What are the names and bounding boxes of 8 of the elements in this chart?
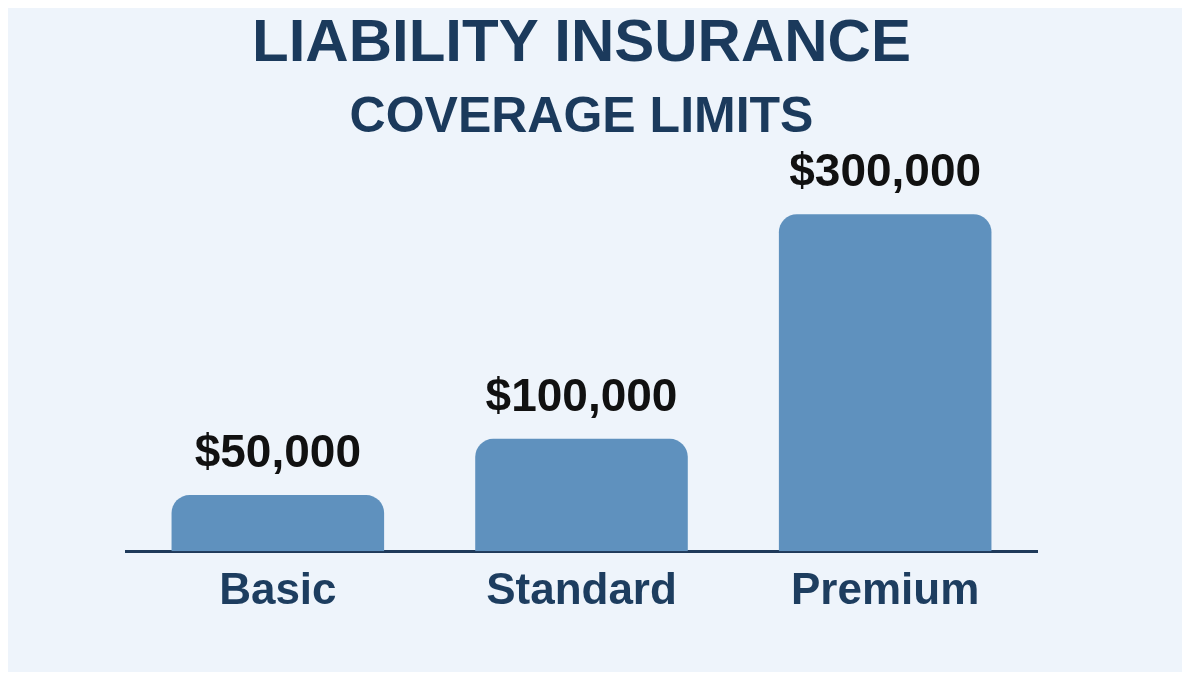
chart-subtitle: COVERAGE LIMITS bbox=[349, 86, 814, 143]
data-label: $100,000 bbox=[485, 368, 678, 421]
data-label: $300,000 bbox=[789, 143, 982, 196]
x-tick-label: Standard bbox=[486, 563, 677, 613]
data-label: $50,000 bbox=[194, 424, 361, 477]
chart-title: LIABILITY INSURANCE bbox=[252, 6, 911, 74]
x-tick-label: Basic bbox=[219, 563, 337, 613]
x-tick-label: Premium bbox=[791, 563, 980, 613]
